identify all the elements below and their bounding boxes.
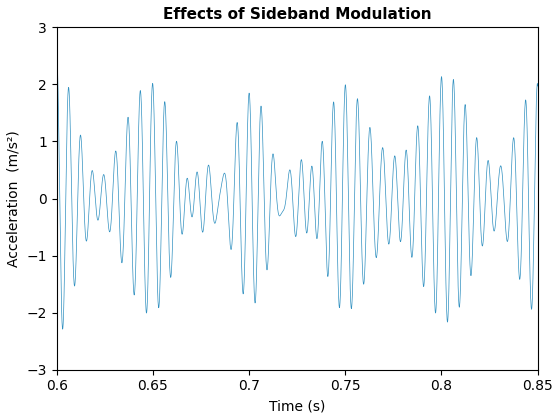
Title: Effects of Sideband Modulation: Effects of Sideband Modulation: [163, 7, 432, 22]
X-axis label: Time (s): Time (s): [269, 399, 325, 413]
Y-axis label: Acceleration  (m/s²): Acceleration (m/s²): [7, 130, 21, 267]
